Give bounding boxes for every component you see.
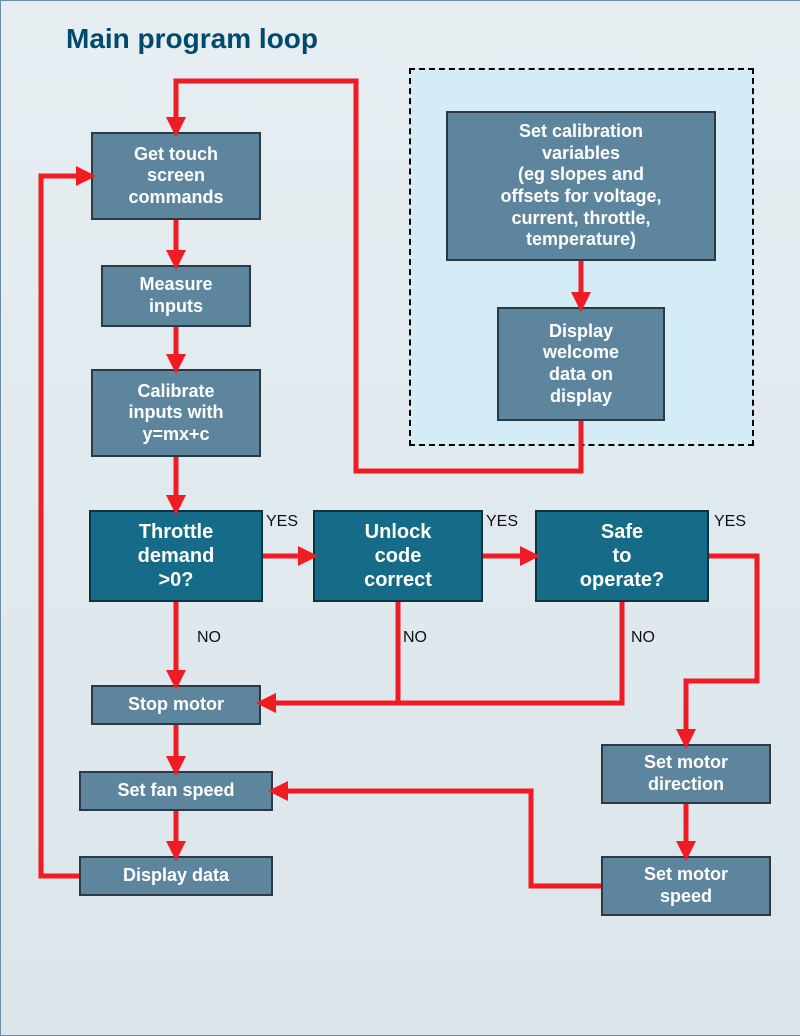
node-throttle: Throttle demand >0?: [89, 510, 263, 602]
node-display: Display data: [79, 856, 273, 896]
node-speed: Set motor speed: [601, 856, 771, 916]
label-unlock-yes: YES: [486, 513, 518, 531]
node-unlock: Unlock code correct: [313, 510, 483, 602]
node-dir: Set motor direction: [601, 744, 771, 804]
title-main: Main program loop: [66, 23, 318, 55]
node-measure: Measure inputs: [101, 265, 251, 327]
node-set-cal: Set calibration variables (eg slopes and…: [446, 111, 716, 261]
label-safe-yes: YES: [714, 513, 746, 531]
label-throttle-yes: YES: [266, 513, 298, 531]
node-calibrate: Calibrate inputs with y=mx+c: [91, 369, 261, 457]
label-safe-no: NO: [631, 629, 655, 647]
node-safe: Safe to operate?: [535, 510, 709, 602]
label-throttle-no: NO: [197, 629, 221, 647]
node-welcome: Display welcome data on display: [497, 307, 665, 421]
node-get-touch: Get touch screen commands: [91, 132, 261, 220]
node-stop: Stop motor: [91, 685, 261, 725]
label-unlock-no: NO: [403, 629, 427, 647]
flowchart-canvas: Main program loop Set up Get touch scree…: [0, 0, 800, 1036]
node-fan: Set fan speed: [79, 771, 273, 811]
